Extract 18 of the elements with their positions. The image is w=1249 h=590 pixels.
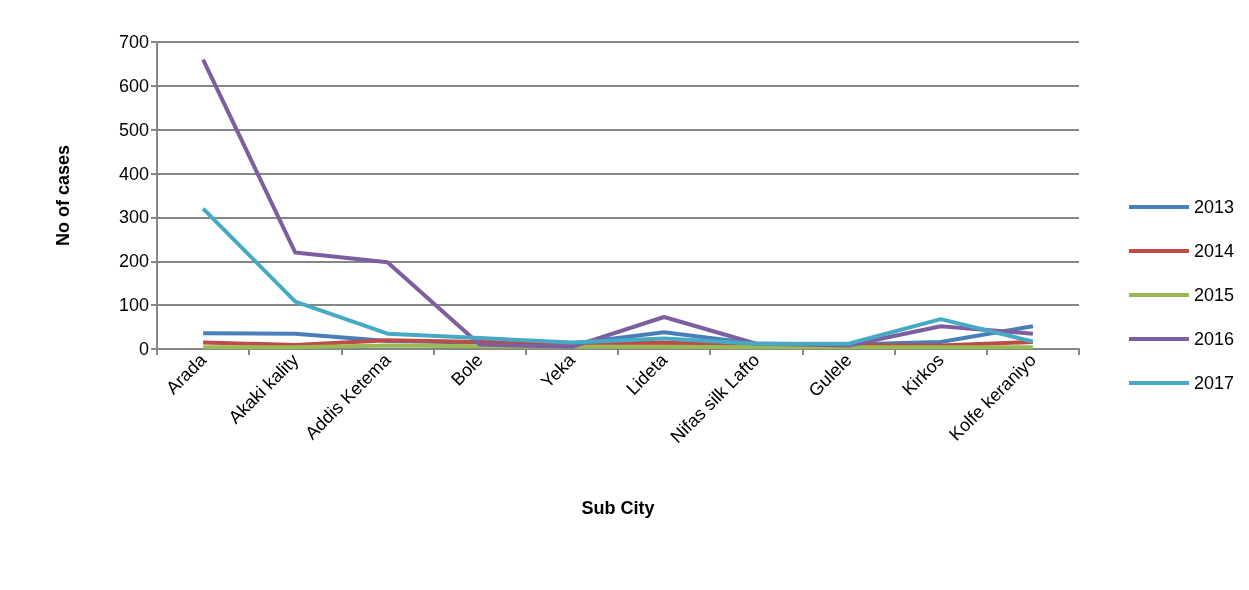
- legend-label: 2017: [1193, 373, 1234, 393]
- legend-label: 2016: [1193, 329, 1234, 349]
- x-tick-label: Bole: [447, 349, 487, 390]
- y-axis-title: No of cases: [53, 144, 73, 247]
- x-axis-title: Sub City: [581, 498, 655, 518]
- y-tick-label: 700: [118, 32, 149, 52]
- y-tick-label: 500: [118, 119, 149, 140]
- y-tick-label: 300: [118, 207, 149, 228]
- y-tick-label: 100: [118, 295, 149, 316]
- y-tick-label: 600: [118, 75, 149, 96]
- legend-label: 2014: [1193, 241, 1234, 261]
- y-tick-label: 200: [118, 251, 149, 272]
- y-tick-label: 0: [138, 339, 149, 359]
- line-series: [201, 206, 1035, 346]
- x-tick-label: Yeka: [537, 349, 579, 392]
- y-tick-label: 400: [118, 163, 149, 184]
- legend-label: 2013: [1193, 197, 1234, 217]
- legend-label: 2015: [1193, 285, 1234, 305]
